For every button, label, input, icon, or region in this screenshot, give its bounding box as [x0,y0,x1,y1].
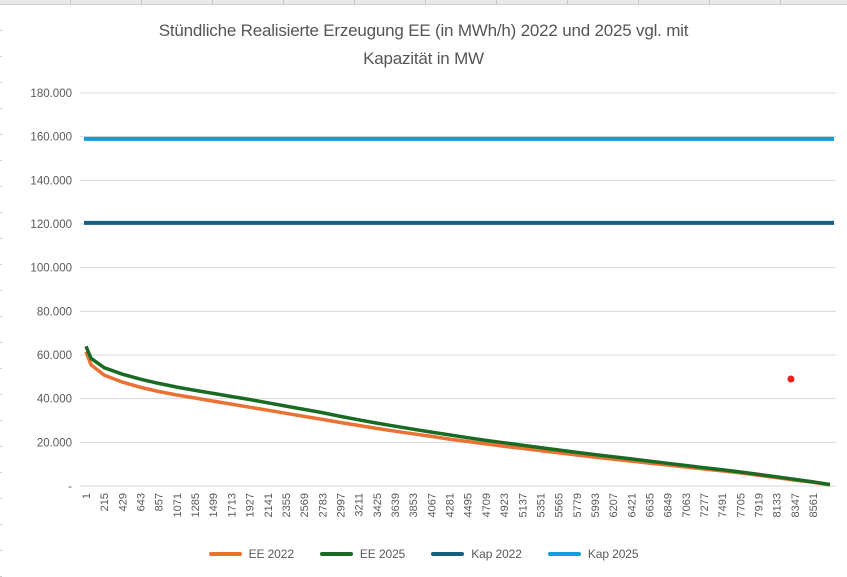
x-axis-label: 7063 [681,493,693,517]
legend-item-ee-2025: EE 2025 [319,547,406,561]
spreadsheet-top-edge [0,0,847,5]
x-axis-label: 3211 [354,493,366,517]
x-axis-label: 643 [136,493,148,511]
y-axis-label: 180.000 [30,88,72,100]
x-axis-label: 1499 [208,493,220,517]
x-axis-label: 4923 [499,493,511,517]
x-axis-label: 429 [117,493,129,511]
y-axis-label: 100.000 [30,263,72,275]
x-axis-label: 2783 [317,493,329,517]
spreadsheet-left-edge [0,5,2,577]
legend-label: EE 2025 [359,547,406,561]
x-axis-label: 8133 [772,493,784,517]
y-axis-label: 140.000 [30,175,72,187]
y-axis-label: 20.000 [37,437,72,449]
x-axis-label: 1 [81,493,93,499]
y-axis-label: 60.000 [37,350,72,362]
x-axis-label: 4067 [426,493,438,517]
series-line-ee-2025 [84,345,831,487]
x-axis-label: 8561 [808,493,820,517]
x-axis-label: 6421 [626,493,638,517]
x-axis-label: 857 [154,493,166,511]
chart-title: Stündliche Realisierte Erzeugung EE (in … [0,17,847,73]
x-axis-label: 4281 [445,493,457,517]
x-axis-label: 2141 [263,493,275,517]
x-axis-label: 5137 [517,493,529,517]
legend-item-kap-2025: Kap 2025 [547,547,639,561]
x-axis-label: 5779 [572,493,584,517]
x-axis-label: 1285 [190,493,202,517]
chart-title-line2: Kapazität in MW [363,49,484,68]
x-axis-label: 1071 [172,493,184,517]
legend-swatch [431,552,465,556]
x-axis-label: 3425 [372,493,384,517]
x-axis-label: 4709 [481,493,493,517]
x-axis-label: 1713 [226,493,238,517]
x-axis-label: 7919 [754,493,766,517]
legend-label: Kap 2025 [587,547,639,561]
x-axis-label: 7491 [717,493,729,517]
legend-swatch [208,552,242,556]
outlier-data-point [787,375,795,383]
legend-swatch [319,552,353,556]
x-axis-label: 1927 [245,493,257,517]
legend-item-kap-2022: Kap 2022 [431,547,522,561]
y-axis-label: 80.000 [37,306,72,318]
x-axis-label: 5993 [590,493,602,517]
x-axis-label: 2569 [299,493,311,517]
x-axis-label: 5565 [554,493,566,517]
x-axis-label: 8347 [790,493,802,517]
x-axis-label: 3639 [390,493,402,517]
legend-label: Kap 2022 [471,547,522,561]
x-axis-label: 7277 [699,493,711,517]
x-axis-label: 6207 [608,493,620,517]
y-axis-label: 160.000 [30,132,72,144]
legend-label: EE 2022 [248,547,294,561]
x-axis-label: 2355 [281,493,293,517]
x-axis-label: 2997 [335,493,347,517]
y-axis-label: 120.000 [30,219,72,231]
series-line-ee-2022 [84,351,831,487]
legend-item-ee-2022: EE 2022 [208,547,294,561]
x-axis-label: 7705 [735,493,747,517]
x-axis-label: 215 [99,493,111,511]
y-axis-label: 40.000 [37,394,72,406]
chart-title-line1: Stündliche Realisierte Erzeugung EE (in … [158,21,689,40]
y-axis-label: - [68,481,72,493]
x-axis-label: 4495 [463,493,475,517]
x-axis-label: 3853 [408,493,420,517]
legend-swatch [547,552,581,556]
x-axis-label: 5351 [535,493,547,517]
x-axis-label: 6635 [644,493,656,517]
x-axis-label: 6849 [663,493,675,517]
legend: EE 2022 EE 2025 Kap 2022 Kap 2025 [0,543,847,565]
